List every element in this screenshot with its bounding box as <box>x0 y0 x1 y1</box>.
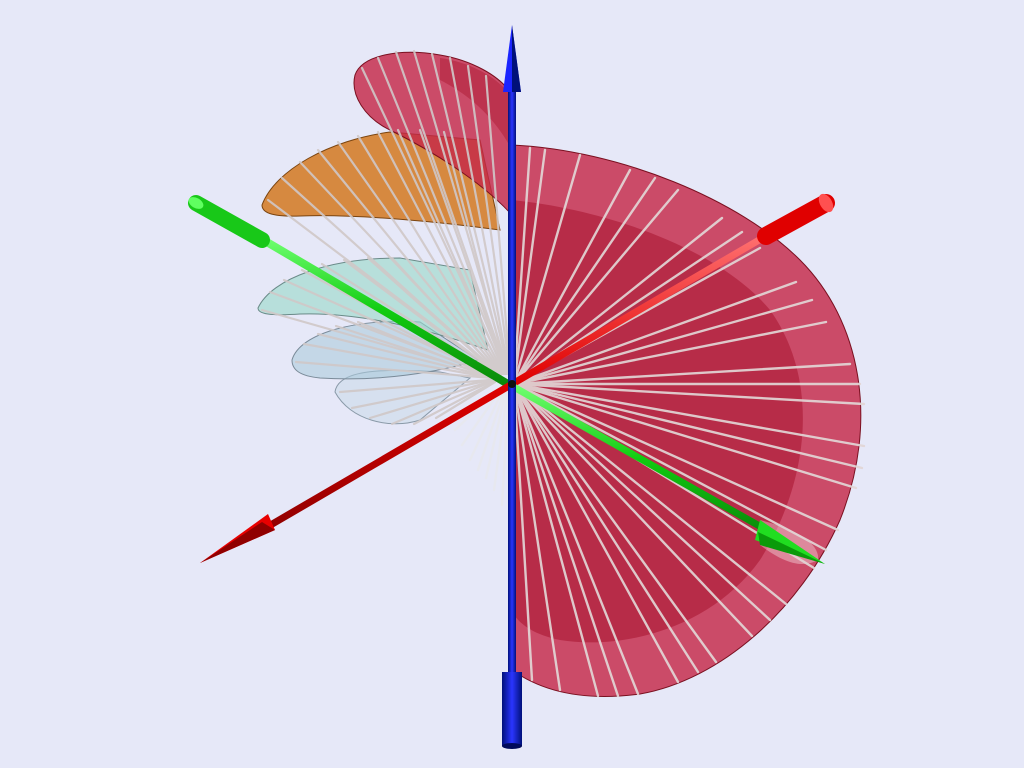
y-axis-front <box>508 382 825 564</box>
origin-point <box>508 380 516 388</box>
y-axis <box>188 195 512 388</box>
z-axis <box>502 25 522 749</box>
sheet-rulings <box>512 146 866 698</box>
large-sheet-surface <box>511 144 862 697</box>
petal-rulings <box>260 49 512 426</box>
upper-petal-overlap <box>440 58 512 150</box>
